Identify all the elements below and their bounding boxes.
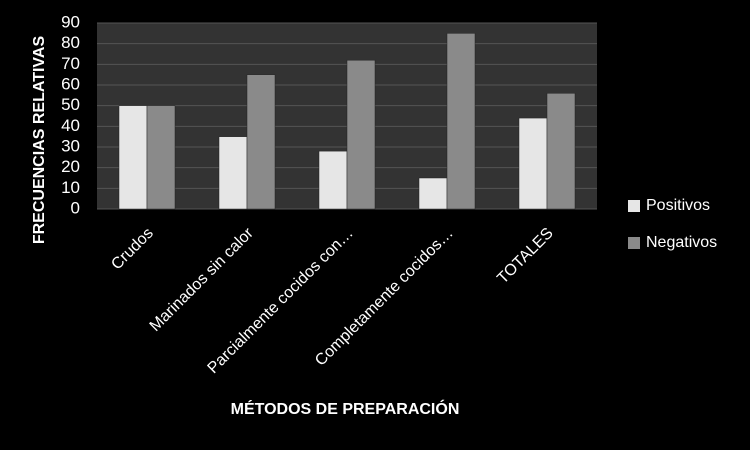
x-axis-title: MÉTODOS DE PREPARACIÓN (231, 399, 460, 418)
y-tick-label: 70 (61, 54, 80, 73)
bar (118, 105, 148, 210)
legend-swatch (628, 200, 640, 212)
y-tick-label: 40 (61, 116, 80, 135)
y-tick-label: 80 (61, 33, 80, 52)
y-tick-label: 50 (61, 95, 80, 114)
legend-label: Positivos (646, 197, 710, 214)
bar (318, 150, 348, 210)
bar (546, 93, 576, 210)
bar (346, 59, 376, 210)
y-tick-label: 20 (61, 157, 80, 176)
bar (218, 136, 248, 210)
y-axis-title: FRECUENCIAS RELATIVAS (31, 36, 48, 245)
y-tick-label: 10 (61, 178, 80, 197)
bar (246, 74, 276, 210)
bar (146, 105, 176, 210)
y-tick-label: 0 (71, 198, 80, 217)
bar (446, 33, 476, 210)
y-tick-label: 30 (61, 136, 80, 155)
legend-swatch (628, 237, 640, 249)
bar (518, 117, 548, 210)
bar (418, 177, 448, 210)
y-tick-label: 90 (61, 12, 80, 31)
y-tick-label: 60 (61, 74, 80, 93)
legend-label: Negativos (646, 234, 717, 251)
